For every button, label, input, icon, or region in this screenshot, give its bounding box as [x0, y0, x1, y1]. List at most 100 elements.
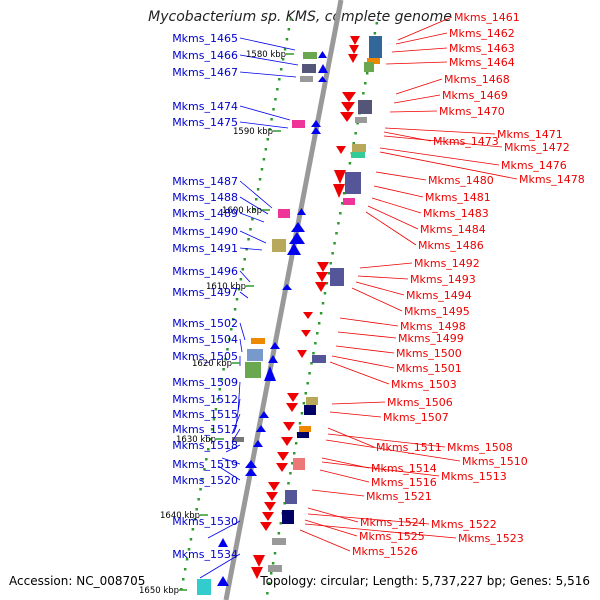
gene-label-forward[interactable]: Mkms_1518 — [172, 439, 238, 452]
gene-label-reverse[interactable]: Mkms_1483 — [423, 207, 489, 220]
tick-dot-right — [287, 482, 290, 485]
leader-line-forward — [239, 291, 249, 299]
gene-label-reverse[interactable]: Mkms_1471 — [497, 128, 563, 141]
gene-label-reverse[interactable]: Mkms_1492 — [414, 257, 480, 270]
gene-label-reverse[interactable]: Mkms_1470 — [439, 105, 505, 118]
gene-label-forward[interactable]: Mkms_1515 — [172, 408, 238, 421]
gene-label-reverse[interactable]: Mkms_1494 — [406, 289, 472, 302]
gene-label-reverse[interactable]: Mkms_1468 — [444, 73, 510, 86]
gene-label-reverse[interactable]: Mkms_1524 — [360, 516, 426, 529]
gene-label-reverse[interactable]: Mkms_1498 — [400, 320, 466, 333]
leader-line-forward — [239, 71, 297, 78]
gene-label-forward[interactable]: Mkms_1502 — [172, 317, 238, 330]
gene-block — [306, 397, 318, 405]
gene-label-forward[interactable]: Mkms_1496 — [172, 265, 238, 278]
tick-dot-right — [375, 22, 379, 25]
gene-block — [297, 432, 309, 438]
tick-dot-left — [256, 188, 260, 191]
gene-block — [352, 144, 366, 152]
gene-label-reverse[interactable]: Mkms_1507 — [383, 411, 449, 424]
gene-label-forward[interactable]: Mkms_1488 — [172, 191, 238, 204]
gene-block — [367, 58, 380, 64]
leader-line-reverse — [351, 287, 403, 312]
reverse-gene-arrow — [315, 282, 327, 292]
gene-label-reverse[interactable]: Mkms_1522 — [431, 518, 497, 531]
gene-label-forward[interactable]: Mkms_1520 — [172, 474, 238, 487]
gene-label-reverse[interactable]: Mkms_1503 — [391, 378, 457, 391]
leader-line-forward — [239, 322, 246, 341]
leader-line-forward — [239, 121, 289, 129]
gene-label-reverse[interactable]: Mkms_1478 — [519, 173, 585, 186]
gene-label-reverse[interactable]: Mkms_1495 — [404, 305, 470, 318]
kbp-label: 1650 kbp — [139, 586, 179, 596]
gene-label-reverse[interactable]: Mkms_1500 — [396, 347, 462, 360]
gene-label-reverse[interactable]: Mkms_1464 — [449, 56, 515, 69]
gene-label-forward[interactable]: Mkms_1530 — [172, 515, 238, 528]
gene-label-forward[interactable]: Mkms_1465 — [172, 32, 238, 45]
tick-dot-left — [189, 538, 193, 541]
gene-label-forward[interactable]: Mkms_1517 — [172, 423, 238, 436]
gene-label-forward[interactable]: Mkms_1487 — [172, 175, 238, 188]
tick-dot-left — [183, 568, 187, 571]
gene-label-forward[interactable]: Mkms_1474 — [172, 100, 238, 113]
reverse-gene-arrow — [266, 492, 278, 501]
gene-label-reverse[interactable]: Mkms_1469 — [442, 89, 508, 102]
gene-label-reverse[interactable]: Mkms_1521 — [366, 490, 432, 503]
tick-dot-left — [278, 78, 281, 81]
gene-label-reverse[interactable]: Mkms_1514 — [371, 462, 437, 475]
gene-label-reverse[interactable]: Mkms_1526 — [352, 545, 418, 558]
gene-label-forward[interactable]: Mkms_1475 — [172, 116, 238, 129]
gene-label-forward[interactable]: Mkms_1489 — [172, 207, 238, 220]
gene-label-reverse[interactable]: Mkms_1506 — [387, 396, 453, 409]
kbp-label: 1580 kbp — [246, 50, 286, 60]
gene-label-reverse[interactable]: Mkms_1501 — [396, 362, 462, 375]
tick-dot-right — [302, 402, 306, 405]
leader-line-reverse — [304, 523, 457, 539]
gene-label-reverse[interactable]: Mkms_1486 — [418, 239, 484, 252]
gene-label-reverse[interactable]: Mkms_1473 — [433, 135, 499, 148]
leader-line-reverse — [359, 262, 413, 269]
gene-label-forward[interactable]: Mkms_1505 — [172, 350, 238, 363]
gene-label-reverse[interactable]: Mkms_1513 — [441, 470, 507, 483]
tick-dot-right — [362, 92, 365, 95]
gene-label-reverse[interactable]: Mkms_1508 — [447, 441, 513, 454]
gene-label-reverse[interactable]: Mkms_1461 — [454, 11, 520, 24]
forward-gene-arrow — [291, 222, 305, 232]
gene-label-reverse[interactable]: Mkms_1510 — [462, 455, 528, 468]
gene-label-reverse[interactable]: Mkms_1511 — [376, 441, 442, 454]
gene-label-forward[interactable]: Mkms_1466 — [172, 49, 238, 62]
leader-line-forward — [217, 465, 241, 481]
gene-label-forward[interactable]: Mkms_1509 — [172, 376, 238, 389]
tick-dot-left — [266, 138, 270, 141]
gene-label-reverse[interactable]: Mkms_1463 — [449, 42, 515, 55]
gene-label-forward[interactable]: Mkms_1512 — [172, 393, 238, 406]
gene-label-reverse[interactable]: Mkms_1481 — [425, 191, 491, 204]
leader-line-reverse — [367, 205, 419, 230]
tick-dot-right — [321, 302, 325, 305]
gene-label-reverse[interactable]: Mkms_1462 — [449, 27, 515, 40]
reverse-gene-arrow — [349, 45, 359, 54]
gene-label-forward[interactable]: Mkms_1497 — [172, 286, 238, 299]
gene-label-reverse[interactable]: Mkms_1499 — [398, 332, 464, 345]
gene-label-reverse[interactable]: Mkms_1476 — [501, 159, 567, 172]
tick-dot-right — [289, 472, 292, 475]
tick-dot-left — [285, 38, 289, 41]
label-leader-lines — [199, 16, 518, 579]
gene-label-forward[interactable]: Mkms_1519 — [172, 458, 238, 471]
gene-label-reverse[interactable]: Mkms_1516 — [371, 476, 437, 489]
gene-label-forward[interactable]: Mkms_1490 — [172, 225, 238, 238]
tick-dot-right — [291, 462, 294, 465]
gene-label-forward[interactable]: Mkms_1534 — [172, 548, 238, 561]
gene-label-reverse[interactable]: Mkms_1472 — [504, 141, 570, 154]
tick-dot-left — [274, 98, 277, 101]
gene-label-forward[interactable]: Mkms_1491 — [172, 242, 238, 255]
gene-label-reverse[interactable]: Mkms_1525 — [359, 530, 425, 543]
gene-label-forward[interactable]: Mkms_1504 — [172, 333, 238, 346]
leader-line-reverse — [355, 281, 405, 296]
gene-label-reverse[interactable]: Mkms_1523 — [458, 532, 524, 545]
gene-label-reverse[interactable]: Mkms_1493 — [410, 273, 476, 286]
gene-label-reverse[interactable]: Mkms_1480 — [428, 174, 494, 187]
gene-label-forward[interactable]: Mkms_1467 — [172, 66, 238, 79]
gene-label-reverse[interactable]: Mkms_1484 — [420, 223, 486, 236]
